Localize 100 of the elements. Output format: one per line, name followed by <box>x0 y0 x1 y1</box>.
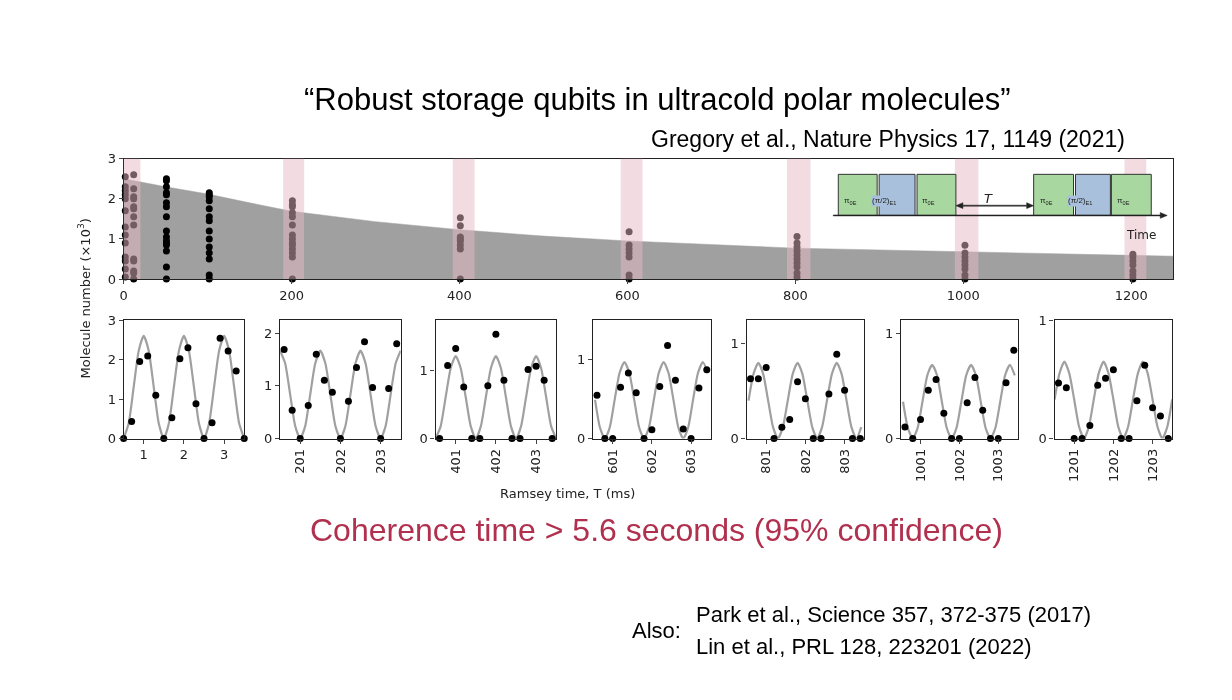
point <box>444 361 452 369</box>
point <box>664 341 672 349</box>
point <box>1102 374 1110 382</box>
point <box>971 374 979 381</box>
point <box>1141 361 1149 369</box>
x-tick-label: 403 <box>528 448 544 474</box>
point <box>648 426 656 434</box>
x-tick-label: 1201 <box>1066 448 1082 482</box>
text: Coherence time > 5.6 seconds (95% confidence) <box>310 512 1003 548</box>
y-tick-label: 0 <box>264 431 273 447</box>
point <box>801 395 809 403</box>
x-tick-label: 800 <box>782 287 808 303</box>
point <box>152 391 160 399</box>
x-tick-label: 0 <box>119 287 128 303</box>
x-tick-label: 802 <box>797 448 813 474</box>
x-tick-label: 400 <box>447 287 472 303</box>
point <box>979 406 987 414</box>
x-tick-label: 801 <box>758 448 774 474</box>
x-tick-label: 202 <box>332 448 348 474</box>
point <box>593 391 601 399</box>
point <box>1055 379 1062 387</box>
point <box>1156 412 1164 420</box>
point <box>184 344 192 352</box>
point <box>794 378 802 386</box>
point <box>841 386 849 394</box>
text: Also: <box>632 618 681 643</box>
point <box>540 376 548 384</box>
point <box>1002 379 1010 387</box>
chart-subtitle: Gregory et al., Nature Physics 17, 1149 (2021) <box>651 126 1125 152</box>
x-tick-label: 1002 <box>951 448 967 482</box>
point <box>901 423 909 431</box>
point <box>369 384 377 391</box>
y-tick-label: 1 <box>107 391 116 407</box>
point <box>754 375 762 383</box>
point <box>385 385 393 393</box>
x-tick-label: 1000 <box>946 287 980 303</box>
point <box>1086 422 1094 430</box>
x-tick-label: 2 <box>179 447 189 463</box>
point <box>1149 404 1157 412</box>
point <box>917 416 925 424</box>
point <box>192 400 200 408</box>
x-tick-label: 601 <box>604 448 620 474</box>
x-tick-label: 401 <box>447 448 463 474</box>
point <box>361 338 369 346</box>
point <box>344 397 352 405</box>
point <box>168 414 176 422</box>
annotation: Time <box>1126 228 1157 242</box>
point <box>136 358 144 366</box>
x-tick-label: 203 <box>372 448 388 474</box>
point <box>176 355 184 363</box>
point <box>328 388 336 396</box>
text: Park et al., Science 357, 372-375 (2017) <box>696 602 1092 627</box>
point <box>144 352 152 360</box>
y-tick-label: 3 <box>107 151 116 167</box>
point <box>532 362 540 370</box>
point <box>833 350 841 358</box>
point <box>1109 366 1117 374</box>
point <box>288 406 296 414</box>
point <box>216 334 224 342</box>
y-tick-label: 1 <box>264 378 273 394</box>
point <box>1094 381 1102 389</box>
point <box>1062 384 1070 392</box>
point <box>747 375 754 383</box>
x-tick-label: 402 <box>488 448 504 474</box>
point <box>224 347 232 355</box>
point <box>352 364 360 371</box>
x-tick-label: 600 <box>615 287 640 303</box>
point <box>280 346 288 354</box>
point <box>1133 397 1141 405</box>
x-tick-label: 200 <box>279 287 304 303</box>
x-tick-label: 803 <box>836 448 852 474</box>
point <box>617 383 625 391</box>
x-tick-label: 1001 <box>912 448 928 482</box>
point <box>232 367 240 375</box>
point <box>778 423 786 431</box>
y-tick-label: 2 <box>107 191 116 207</box>
point <box>1010 346 1018 354</box>
point <box>632 389 640 397</box>
x-tick-label: 1 <box>139 447 148 463</box>
point <box>825 390 833 398</box>
point <box>671 376 679 384</box>
y-tick-label: 0 <box>107 271 116 287</box>
y-tick-label: 0 <box>107 431 116 447</box>
point <box>524 366 532 374</box>
x-tick-label: 1203 <box>1144 448 1160 482</box>
point <box>679 425 687 433</box>
annotation: T <box>984 191 993 206</box>
point <box>924 386 932 394</box>
point <box>460 383 468 391</box>
point <box>312 350 320 358</box>
point <box>963 399 971 407</box>
y-tick-label: 2 <box>264 325 273 341</box>
point <box>393 340 401 348</box>
point <box>703 366 711 374</box>
point <box>304 401 312 409</box>
x-axis-title: Ramsey time, T (ms) <box>500 486 636 501</box>
point <box>452 345 460 353</box>
point <box>932 376 940 384</box>
point <box>320 376 328 384</box>
point <box>940 409 948 417</box>
